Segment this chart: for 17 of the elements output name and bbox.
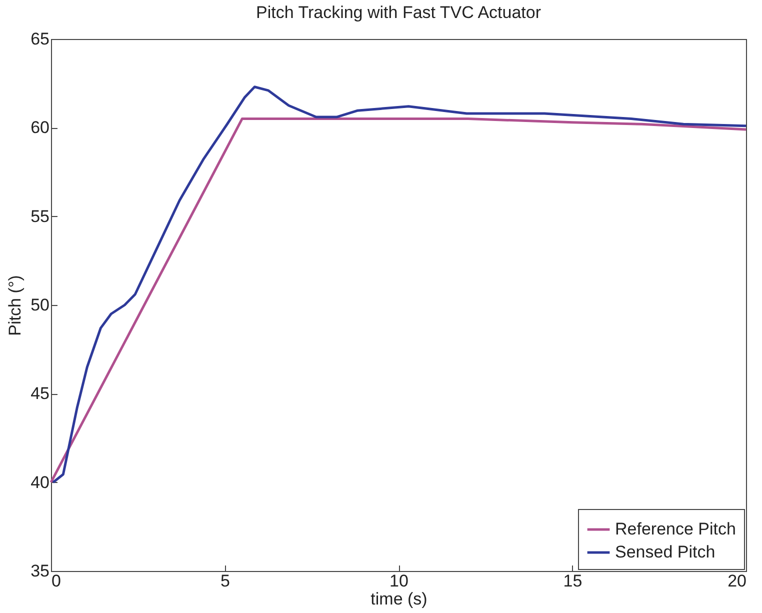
y-tick-label: 40: [30, 472, 50, 492]
y-tick-label: 45: [30, 384, 50, 404]
x-tick-label: 10: [390, 572, 408, 590]
y-axis-title: Pitch (°): [6, 275, 25, 336]
x-tick-label: 0: [52, 572, 61, 590]
legend-label: Sensed Pitch: [615, 542, 716, 562]
y-tick-label: 55: [30, 206, 50, 226]
x-tick-label: 15: [563, 572, 582, 590]
x-axis-title: time (s): [370, 590, 428, 608]
x-tick-label: 5: [220, 572, 230, 590]
y-tick-label: 35: [30, 562, 50, 580]
y-tick-label: 65: [30, 30, 50, 48]
x-tick-label: 20: [728, 572, 746, 590]
chart-title: Pitch Tracking with Fast TVC Actuator: [256, 3, 542, 22]
y-tick-label: 50: [30, 296, 50, 314]
legend-label: Reference Pitch: [615, 520, 736, 538]
y-tick-label: 60: [30, 118, 50, 138]
